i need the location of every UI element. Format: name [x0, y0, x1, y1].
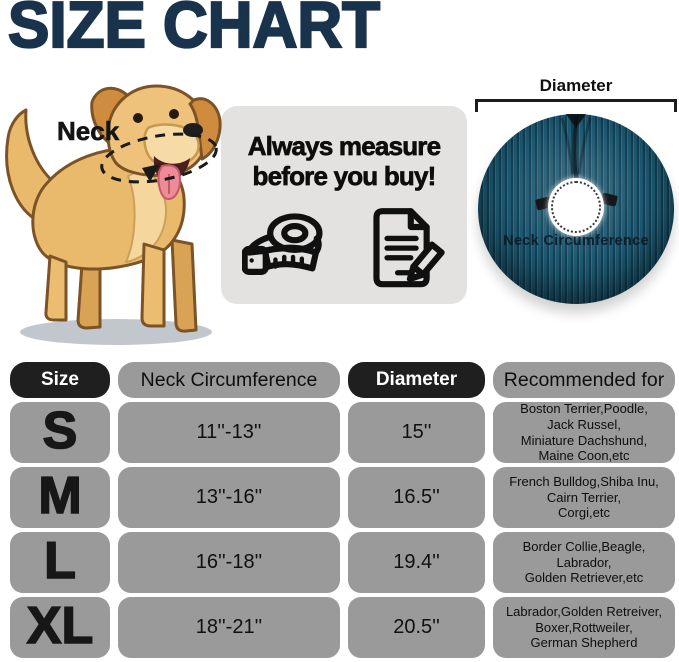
table-header-size: Size: [10, 362, 110, 398]
table-row-s-neck: 11''-13'': [118, 402, 340, 463]
diameter-label: Diameter: [539, 76, 613, 95]
table-row-l-diameter: 19.4'': [348, 532, 485, 593]
table-row-s-size: S: [10, 402, 110, 463]
table-header-diameter: Diameter: [348, 362, 485, 398]
measure-callout-box: Always measure before you buy!: [221, 106, 467, 304]
table-row-m-recommended: French Bulldog,Shiba Inu, Cairn Terrier,…: [493, 467, 675, 528]
measure-text-line1: Always measure: [247, 131, 441, 162]
measure-text-line2: before you buy!: [252, 161, 437, 192]
neck-measure-dashed-line: [100, 132, 218, 184]
table-header-neck-circumference: Neck Circumference: [118, 362, 340, 398]
dog-cone-photo: Neck Circumference: [478, 114, 674, 304]
dog-illustration: [5, 84, 222, 345]
table-row-l-size: L: [10, 532, 110, 593]
table-row-m-size: M: [10, 467, 110, 528]
neck-circumference-label: Neck Circumference: [503, 233, 649, 249]
neck-label: Neck: [57, 116, 120, 147]
cone-zipper-detail: [535, 114, 618, 211]
table-header-recommended-for: Recommended for: [493, 362, 675, 398]
dog-nose: [183, 123, 203, 137]
table-row-s-diameter: 15'': [348, 402, 485, 463]
neck-hole: [548, 178, 604, 236]
table-row-xl-diameter: 20.5'': [348, 597, 485, 658]
table-row-m-diameter: 16.5'': [348, 467, 485, 528]
page-title: SIZE CHART: [7, 0, 381, 62]
table-row-l-recommended: Border Collie,Beagle, Labrador, Golden R…: [493, 532, 675, 593]
neck-measure-arrow: [142, 164, 160, 182]
table-row-xl-neck: 18''-21'': [118, 597, 340, 658]
table-row-l-neck: 16''-18'': [118, 532, 340, 593]
measuring-tape-icon: [242, 213, 323, 276]
cone-figure: Diameter Neck Circumference: [470, 76, 679, 304]
diameter-bracket: [475, 99, 677, 112]
size-table: Size Neck Circumference Diameter Recomme…: [10, 362, 675, 658]
document-pencil-icon: [373, 208, 445, 288]
table-row-s-recommended: Boston Terrier,Poodle, Jack Russel, Mini…: [493, 401, 675, 463]
measure-callout-text: Always measure before you buy!: [221, 131, 467, 192]
table-row-m-neck: 13''-16'': [118, 467, 340, 528]
table-row-xl-recommended: Labrador,Golden Retreiver, Boxer,Rottwei…: [493, 597, 675, 658]
table-row-xl-size: XL: [10, 597, 110, 658]
